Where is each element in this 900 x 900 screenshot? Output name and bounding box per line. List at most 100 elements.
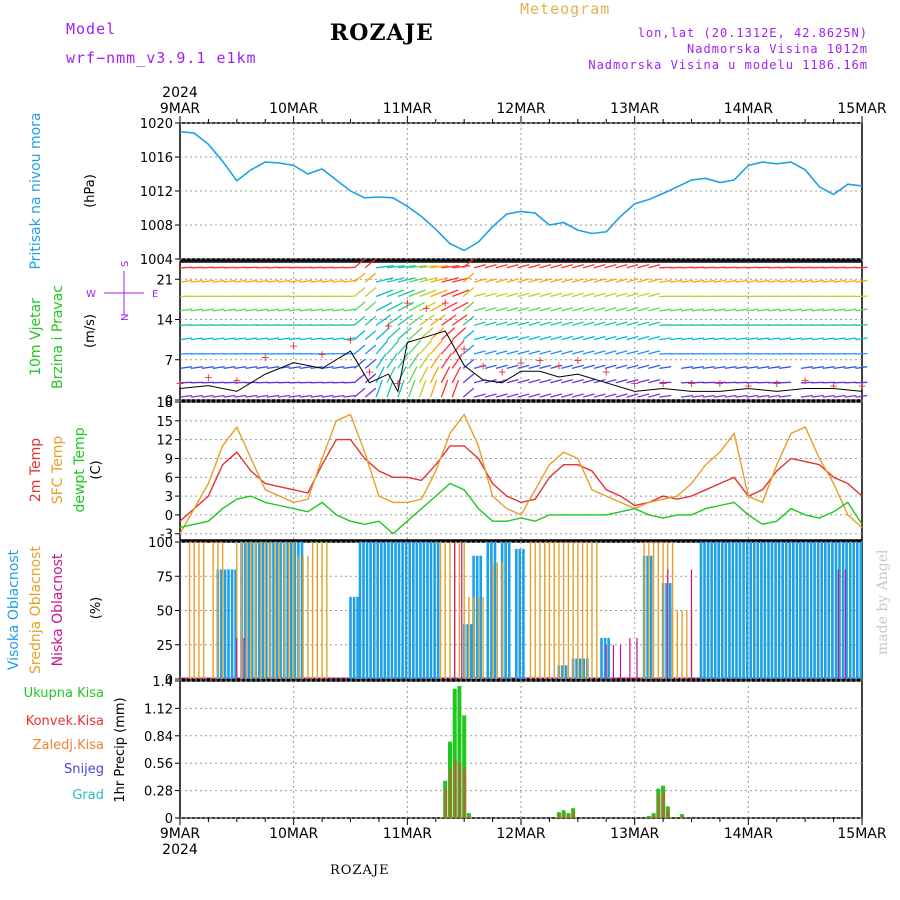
wind-arrow	[408, 301, 425, 312]
wind-arrow	[375, 339, 389, 355]
top-year-label: 2024	[162, 85, 198, 101]
cloud-mid-bar	[212, 542, 214, 679]
wind-arrow	[659, 324, 672, 326]
lonlat-text: lon,lat (20.1312E, 42.8625N)	[637, 26, 868, 40]
wind-arrow	[659, 266, 672, 269]
wind-arrow	[844, 366, 857, 370]
wind-arrow	[299, 394, 312, 398]
wind-arrow	[757, 308, 770, 312]
cloud-mid-bar	[250, 542, 252, 679]
wind-arrow	[844, 266, 857, 269]
cloud-mid-bar	[444, 542, 446, 679]
wind-arrow	[582, 335, 595, 341]
wind-arrow	[440, 327, 456, 341]
top-day-label: 11MAR	[383, 101, 432, 117]
wind-arrow	[528, 278, 541, 283]
wind-arrow	[571, 292, 584, 298]
cloud-mid-bar	[302, 555, 304, 679]
cloud-high-bar	[600, 637, 603, 679]
cloud-mid-bar	[477, 596, 480, 679]
wind-arrow	[724, 337, 737, 341]
cloud-high-bar	[668, 583, 672, 679]
dewpoint-axis-label: dewpt Temp	[72, 427, 88, 512]
wind-arrows	[179, 258, 868, 398]
wind-arrow	[277, 394, 290, 398]
cloud-mid-bar	[572, 542, 574, 679]
wind-arrow	[288, 266, 301, 269]
wind-arrow	[353, 373, 366, 384]
wind-arrow	[539, 263, 552, 269]
cloud-high-bar	[279, 542, 282, 679]
wind-arrow	[364, 287, 377, 297]
cloud-high-bar	[261, 542, 265, 679]
wind-arrow	[768, 337, 781, 341]
cloud-low-bar	[619, 644, 622, 680]
wind-arrow	[267, 337, 280, 341]
cloud-high-bar	[518, 548, 522, 679]
wind-arrow	[419, 314, 435, 326]
wind-arrow	[582, 364, 595, 370]
wind-arrow	[800, 366, 813, 370]
cloud-high-bar	[841, 542, 845, 679]
wind-arrow	[681, 381, 694, 384]
wind-arrow	[408, 353, 420, 369]
wind-arrow	[735, 381, 748, 384]
cloud-high-bar	[575, 658, 578, 679]
wind-arrow	[800, 279, 813, 283]
wind-arrow	[495, 350, 508, 355]
cloud-mid-bar	[236, 542, 238, 679]
wind-arrow	[615, 307, 628, 312]
wind-arrow	[604, 335, 617, 341]
y-tick-label: -3	[160, 528, 173, 543]
wind-arrow	[637, 307, 650, 312]
wind-arrow	[604, 292, 617, 298]
wind-axis-label: 10m Vjetar	[28, 298, 44, 376]
wind-arrow	[528, 378, 541, 384]
y-tick-label: 0	[165, 673, 173, 688]
cloud-mid-bar	[671, 610, 674, 679]
cloud-mid-bar	[562, 542, 565, 679]
cloud-mid-axis-label: Srednja Oblacnost	[28, 546, 44, 674]
cloud-mid-bar	[586, 542, 588, 679]
wind-arrow	[833, 337, 846, 341]
wind-arrow	[397, 327, 412, 341]
wind-unit-label: (m/s)	[83, 314, 98, 348]
wind-arrow	[397, 301, 415, 312]
wind-arrow	[517, 292, 530, 298]
cloud-low-bar	[454, 542, 456, 679]
cloud-mid-bar	[283, 542, 285, 679]
wind-arrow	[528, 307, 541, 312]
cloud-high-bar	[352, 596, 356, 679]
wind-arrow	[604, 393, 617, 398]
cloud-high-bar	[490, 542, 493, 679]
wind-arrow	[223, 324, 236, 326]
cloud-high-bar	[466, 624, 469, 679]
wind-arrow	[179, 366, 192, 370]
wind-arrow	[277, 381, 291, 384]
precip-conv-bar	[572, 812, 576, 818]
wind-arrow	[190, 366, 203, 370]
wind-arrow	[593, 393, 606, 398]
wind-arrow	[495, 321, 508, 326]
bottom-day-label: 15MAR	[837, 826, 886, 842]
wind-arrow	[670, 279, 683, 283]
wind-arrow	[768, 324, 781, 326]
pressure-unit-label: (hPa)	[83, 174, 98, 208]
wind-arrow	[386, 264, 405, 269]
wind-arrow	[539, 321, 552, 326]
wind-gust-marker: +	[857, 380, 866, 393]
cloud-high-bar	[649, 555, 653, 679]
cloud-high-bar	[369, 542, 372, 679]
wind-arrow	[757, 324, 770, 326]
wind-arrow	[811, 266, 824, 269]
wind-arrow	[506, 278, 519, 283]
model-elevation-text: Nadmorska Visina u modelu 1186.16m	[588, 58, 868, 72]
wind-arrow	[582, 321, 595, 326]
wind-arrow	[462, 358, 475, 369]
wind-arrow	[539, 378, 552, 384]
precip-axis-label: 1hr Precip (mm)	[113, 697, 128, 802]
wind-arrow	[201, 337, 214, 341]
wind-arrow	[299, 266, 312, 269]
cloud-high-bar	[745, 542, 749, 679]
wind-arrow	[201, 366, 214, 370]
